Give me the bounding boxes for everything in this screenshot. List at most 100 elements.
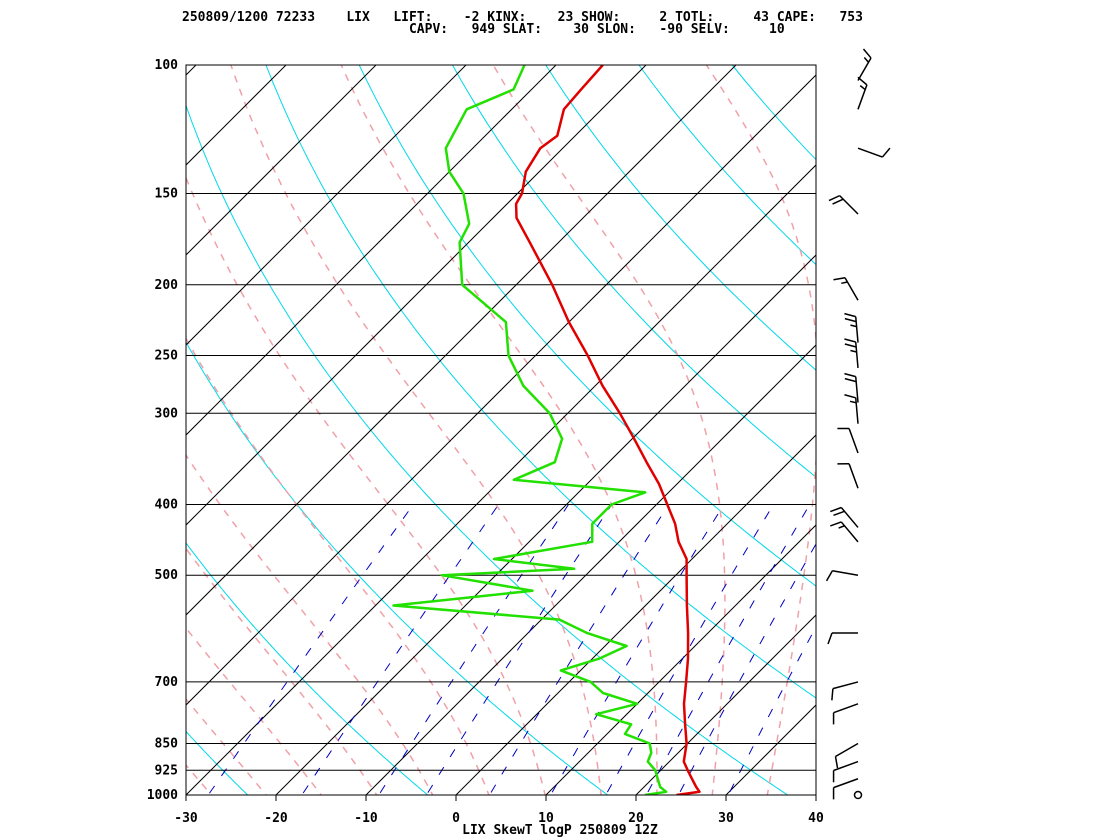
barb-flag xyxy=(844,372,856,378)
isotherm xyxy=(815,794,816,795)
barb-flag xyxy=(828,194,840,202)
mixing-ratio-line xyxy=(207,504,414,795)
mixing-ratio-line xyxy=(488,504,670,795)
moist-adiabat xyxy=(0,65,171,811)
wind-barb xyxy=(837,427,859,454)
dry-adiabat xyxy=(186,542,429,795)
mixing-ratio-line xyxy=(605,504,774,795)
barb-staff xyxy=(844,277,859,301)
barb-staff xyxy=(833,778,859,789)
barb-flag xyxy=(844,343,857,348)
wind-barb xyxy=(828,194,859,215)
barb-staff xyxy=(833,760,859,772)
mixing-ratio-line xyxy=(677,542,816,795)
barb-flag xyxy=(825,570,834,582)
barb-half-flag xyxy=(859,85,866,91)
temperature-ticks: -30 -20 -10 0 10 20 30 40 xyxy=(174,795,824,826)
barb-flag xyxy=(827,632,833,645)
barb-half-flag xyxy=(863,57,870,63)
barb-half-flag xyxy=(849,400,857,404)
dry-adiabat xyxy=(0,32,81,811)
moist-adiabat xyxy=(186,453,434,795)
temperature-tick-label: -10 xyxy=(354,811,378,826)
temperature-line xyxy=(514,65,701,795)
moist-adiabat xyxy=(186,336,490,795)
isotherm xyxy=(545,524,816,795)
barb-staff xyxy=(854,341,859,368)
mixing-ratio-line xyxy=(378,504,569,795)
wind-barb xyxy=(834,742,859,769)
pressure-tick-label: 850 xyxy=(155,736,179,751)
barb-flag xyxy=(834,756,839,769)
moist-adiabat xyxy=(186,763,213,795)
barb-staff xyxy=(833,703,859,714)
pressure-tick-label: 100 xyxy=(155,58,179,73)
pressure-tick-label: 250 xyxy=(155,348,179,363)
wind-barb xyxy=(831,681,859,701)
header-line-1: 250809/1200 72233 LIX LIFT: -2 KINX: 23 … xyxy=(182,10,863,25)
temperature-tick-label: 20 xyxy=(628,811,644,826)
dewpoint-line xyxy=(392,65,668,795)
barb-flag xyxy=(844,312,856,318)
isotherm xyxy=(365,344,816,795)
mixing-ratio-line xyxy=(301,504,500,795)
temperature-tick-label: -20 xyxy=(264,811,288,826)
barb-flag xyxy=(833,510,845,517)
wind-barb xyxy=(844,338,859,368)
pressure-tick-label: 925 xyxy=(155,763,178,778)
dry-adiabat xyxy=(887,32,1120,811)
temperature-tick-label: -30 xyxy=(174,811,198,826)
isotherm xyxy=(186,65,287,166)
barb-half-flag xyxy=(850,349,857,353)
moist-adiabat xyxy=(340,65,658,795)
isotherm xyxy=(635,614,816,795)
isotherm xyxy=(725,704,816,795)
barb-half-flag xyxy=(850,324,857,328)
moist-adiabat xyxy=(492,65,726,795)
pressure-tick-label: 500 xyxy=(155,568,179,583)
isotherm xyxy=(186,65,197,76)
wind-barb xyxy=(825,569,859,582)
dry-adiabat xyxy=(451,65,816,478)
mixing-ratio-line xyxy=(645,504,811,795)
wind-barb xyxy=(837,463,859,489)
barb-flag xyxy=(862,48,872,59)
wind-barb xyxy=(833,276,859,301)
wind-barb xyxy=(857,48,872,81)
temperature-tick-label: 10 xyxy=(538,811,554,826)
profiles xyxy=(392,65,701,795)
moist-adiabat xyxy=(186,697,267,795)
header-line-2: CAPV: 949 SLAT: 30 SLON: -90 SELV: 10 xyxy=(182,22,785,37)
wind-barb xyxy=(830,506,859,528)
barb-flag xyxy=(881,147,891,158)
isotherm xyxy=(186,74,816,706)
barb-flag xyxy=(832,198,844,205)
pressure-tick-label: 200 xyxy=(155,278,179,293)
chart-caption: LIX SkewT logP 250809 12Z xyxy=(462,823,658,838)
pressure-tick-label: 400 xyxy=(155,498,179,513)
wind-barb xyxy=(857,147,891,158)
barb-flag xyxy=(844,377,857,383)
barb-flag xyxy=(831,688,834,701)
wind-barb xyxy=(844,312,859,343)
barb-half-flag xyxy=(841,281,848,285)
barb-staff xyxy=(832,569,859,576)
isotherm xyxy=(186,164,816,795)
barb-staff xyxy=(835,742,859,758)
isotherm xyxy=(275,254,816,795)
pressure-tick-label: 150 xyxy=(155,187,179,202)
wind-barb-calm xyxy=(853,790,863,800)
barb-flag xyxy=(844,338,856,343)
mixing-ratio-line xyxy=(425,504,613,795)
dry-adiabat xyxy=(638,65,816,266)
pressure-ticks: 100 150 200 250 300 400 500 700 850 925 1000 xyxy=(147,58,178,803)
barb-staff xyxy=(832,681,859,690)
mixing-ratio-line xyxy=(550,504,725,795)
barb-staff xyxy=(857,84,868,110)
pressure-tick-label: 300 xyxy=(155,406,179,421)
wind-barb xyxy=(832,760,859,783)
dry-adiabat xyxy=(545,65,816,371)
wind-barb xyxy=(830,521,859,543)
dry-adiabat xyxy=(797,32,1120,811)
